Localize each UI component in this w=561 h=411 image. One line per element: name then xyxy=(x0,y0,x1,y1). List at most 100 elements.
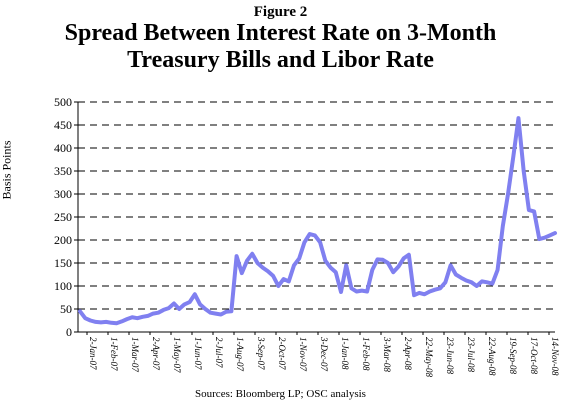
data-point xyxy=(303,241,305,243)
data-point xyxy=(392,271,394,273)
data-point xyxy=(554,232,556,234)
data-point xyxy=(434,289,436,291)
data-point xyxy=(455,274,457,275)
data-point xyxy=(319,241,321,243)
data-point xyxy=(403,257,405,259)
data-point xyxy=(183,303,185,305)
data-point xyxy=(256,262,258,264)
x-tick-label: 1-Jun-07 xyxy=(193,337,203,370)
data-point xyxy=(225,311,227,313)
data-point xyxy=(356,291,358,293)
x-tick-label: 2-Apr-07 xyxy=(151,337,161,370)
data-point xyxy=(215,313,217,315)
data-point xyxy=(277,285,279,287)
y-tick-label: 0 xyxy=(66,325,72,339)
y-tick-label: 200 xyxy=(54,233,72,247)
data-point xyxy=(209,312,211,314)
series-line xyxy=(78,116,557,326)
x-tick-label: 3-Sep-07 xyxy=(256,336,266,370)
data-point xyxy=(444,281,446,283)
data-point xyxy=(236,255,238,257)
x-tick-label: 1-Jan-08 xyxy=(340,337,350,370)
data-point xyxy=(194,293,196,295)
data-point xyxy=(298,257,300,259)
x-tick-label: 19-Sep-08 xyxy=(508,337,518,374)
y-axis-label-text: Basis Points xyxy=(0,140,14,200)
data-point xyxy=(293,264,295,266)
data-point xyxy=(241,272,243,274)
data-point xyxy=(288,280,290,282)
chart-title-line-1: Spread Between Interest Rate on 3-Month xyxy=(64,20,497,46)
data-point xyxy=(246,260,248,262)
data-point xyxy=(121,320,123,322)
data-point xyxy=(131,316,133,318)
data-point xyxy=(502,225,504,227)
data-point xyxy=(350,287,352,289)
data-point xyxy=(538,238,540,240)
data-point xyxy=(340,291,342,293)
data-point xyxy=(418,292,420,294)
data-point xyxy=(79,310,81,312)
data-point xyxy=(110,322,112,324)
data-point xyxy=(476,285,478,287)
data-point xyxy=(283,278,285,280)
data-point xyxy=(251,253,253,255)
x-tick-label: 3-Dec-07 xyxy=(319,336,329,371)
data-point xyxy=(126,318,128,320)
data-point xyxy=(533,210,535,212)
x-tick-label: 2-Jan-07 xyxy=(88,337,98,370)
data-point xyxy=(168,307,170,309)
data-point xyxy=(152,313,154,315)
data-point xyxy=(549,234,551,236)
x-tick-label: 3-Mar-08 xyxy=(382,336,392,372)
data-point xyxy=(486,281,488,283)
y-tick-label: 350 xyxy=(54,164,72,178)
data-point xyxy=(199,303,201,305)
data-point xyxy=(544,237,546,239)
y-tick-label: 300 xyxy=(54,187,72,201)
data-point xyxy=(470,281,472,283)
data-point xyxy=(439,287,441,289)
data-point xyxy=(465,279,467,281)
data-point xyxy=(491,283,493,285)
chart-title: Spread Between Interest Rate on 3-Month … xyxy=(0,20,561,74)
y-tick-label: 150 xyxy=(54,256,72,270)
data-point xyxy=(116,322,118,324)
source-note: Sources: Bloomberg LP; OSC analysis xyxy=(195,388,366,400)
data-point xyxy=(136,317,138,319)
y-tick-label: 500 xyxy=(54,95,72,109)
data-point xyxy=(408,254,410,256)
data-point xyxy=(377,258,379,260)
data-point xyxy=(528,209,530,211)
data-point xyxy=(95,321,97,323)
y-tick-label: 450 xyxy=(54,118,72,132)
data-point xyxy=(105,321,107,323)
y-tick-label: 100 xyxy=(54,279,72,293)
data-point xyxy=(89,320,91,321)
data-point xyxy=(345,264,347,266)
x-tick-label: 1-May-07 xyxy=(172,337,182,373)
x-tick-label: 2-Apr-08 xyxy=(403,337,413,370)
data-point xyxy=(272,275,274,277)
data-point xyxy=(142,316,144,318)
y-tick-label: 400 xyxy=(54,141,72,155)
data-point xyxy=(366,291,368,293)
data-point xyxy=(424,293,426,295)
data-point xyxy=(361,290,363,292)
data-point xyxy=(460,277,462,279)
y-tick-label: 250 xyxy=(54,210,72,224)
x-tick-label: 17-Oct-08 xyxy=(529,337,539,374)
data-point xyxy=(507,193,509,195)
data-point xyxy=(173,302,175,304)
x-tick-label: 22-May-08 xyxy=(424,337,434,377)
data-point xyxy=(387,262,389,264)
data-point xyxy=(517,117,519,119)
x-tick-label: 22-Aug-08 xyxy=(487,337,497,376)
data-point xyxy=(481,280,483,282)
data-point xyxy=(267,270,269,272)
x-tick-label: 2-Jul-07 xyxy=(214,337,224,368)
data-point xyxy=(497,269,499,271)
data-point xyxy=(382,259,384,261)
data-point xyxy=(163,309,165,311)
